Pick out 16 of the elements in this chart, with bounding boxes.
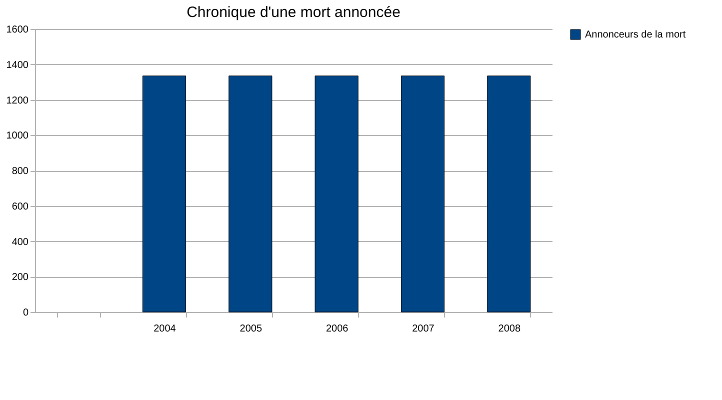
y-tick-label: 800: [12, 166, 29, 177]
x-tick-label: 2006: [326, 324, 349, 334]
y-tick-label: 1400: [6, 60, 29, 71]
x-tick-label: 2004: [154, 324, 176, 334]
y-tick-label: 1000: [6, 130, 29, 142]
chart-title: Chronique d'une mort annoncée: [186, 4, 400, 21]
y-tick-label: 0: [22, 308, 29, 318]
x-tick-label: 2005: [240, 324, 262, 334]
y-tick-label: 400: [12, 236, 29, 248]
x-tick-label: 2007: [412, 324, 435, 334]
y-tick-label: 1600: [6, 24, 29, 36]
y-tick-label: 1200: [6, 95, 29, 106]
x-tick-label: 2008: [498, 324, 521, 334]
legend-label: Annonceurs de la mort: [585, 30, 686, 40]
y-tick-label: 200: [12, 272, 29, 284]
y-tick-label: 600: [12, 201, 29, 212]
